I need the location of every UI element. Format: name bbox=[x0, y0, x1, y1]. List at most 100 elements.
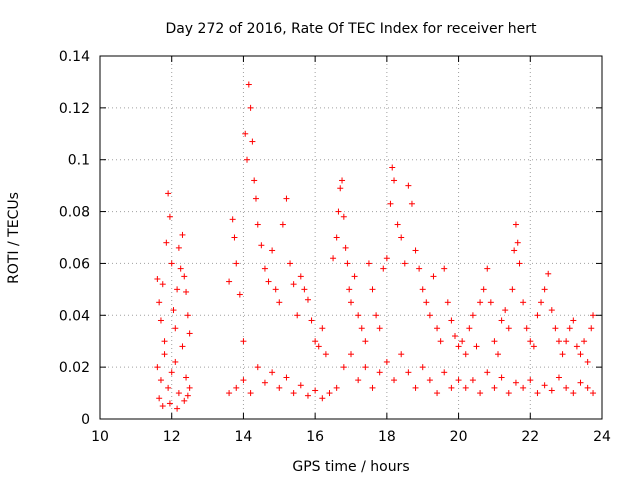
data-point bbox=[157, 377, 164, 384]
data-point bbox=[159, 403, 166, 410]
data-point bbox=[166, 213, 173, 220]
data-point bbox=[444, 299, 451, 306]
data-point bbox=[348, 351, 354, 358]
data-point bbox=[426, 377, 433, 384]
data-point bbox=[455, 343, 462, 350]
data-point bbox=[287, 260, 294, 267]
x-tick-label: 14 bbox=[235, 429, 253, 445]
data-point bbox=[541, 382, 548, 389]
data-point bbox=[570, 390, 577, 397]
data-point bbox=[242, 130, 249, 137]
x-tick-label: 22 bbox=[521, 429, 539, 445]
data-point bbox=[552, 325, 559, 332]
y-tick-label: 0 bbox=[81, 412, 90, 428]
data-point bbox=[240, 377, 247, 384]
data-point bbox=[351, 273, 358, 280]
x-tick-label: 20 bbox=[450, 429, 468, 445]
data-point bbox=[283, 374, 290, 381]
x-tick-label: 10 bbox=[91, 429, 109, 445]
data-point bbox=[505, 325, 512, 332]
data-point bbox=[548, 387, 555, 394]
data-point bbox=[448, 384, 455, 391]
data-point bbox=[247, 104, 254, 111]
data-point bbox=[172, 325, 179, 332]
data-point bbox=[304, 296, 311, 303]
x-axis-label: GPS time / hours bbox=[292, 459, 409, 475]
x-tick-labels: 10 12 14 16 18 20 22 24 bbox=[91, 429, 611, 445]
data-point bbox=[412, 384, 419, 391]
data-point bbox=[252, 195, 259, 202]
data-point bbox=[570, 317, 577, 324]
data-point bbox=[181, 273, 188, 280]
data-point bbox=[175, 244, 182, 251]
data-point bbox=[322, 351, 329, 358]
data-point bbox=[233, 260, 240, 267]
data-point bbox=[477, 299, 484, 306]
data-point bbox=[451, 333, 458, 340]
data-point bbox=[165, 384, 172, 391]
data-point bbox=[247, 390, 254, 397]
data-point bbox=[333, 234, 340, 241]
data-point bbox=[294, 312, 301, 319]
data-point bbox=[161, 351, 168, 358]
data-point bbox=[459, 338, 466, 345]
data-point bbox=[168, 260, 175, 267]
data-point bbox=[165, 190, 172, 197]
data-point bbox=[398, 351, 405, 358]
data-point bbox=[383, 255, 390, 262]
data-point bbox=[512, 221, 519, 228]
data-point bbox=[455, 377, 462, 384]
data-point bbox=[226, 278, 233, 285]
data-point bbox=[342, 244, 349, 251]
data-point bbox=[541, 286, 548, 293]
y-tick-labels: 0 0.02 0.04 0.06 0.08 0.1 0.12 0.14 bbox=[59, 49, 90, 428]
chart-title: Day 272 of 2016, Rate Of TEC Index for r… bbox=[165, 21, 537, 37]
data-point bbox=[346, 286, 353, 293]
data-point bbox=[177, 265, 184, 272]
data-point bbox=[233, 384, 240, 391]
data-point bbox=[319, 325, 326, 332]
data-point bbox=[261, 265, 268, 272]
data-point bbox=[154, 275, 161, 282]
data-point bbox=[555, 338, 562, 345]
y-axis-label: ROTI / TECUs bbox=[6, 192, 22, 284]
data-point bbox=[405, 369, 412, 376]
data-point bbox=[373, 312, 380, 319]
data-point bbox=[333, 384, 340, 391]
data-point bbox=[548, 307, 555, 314]
data-points bbox=[154, 81, 597, 412]
data-point bbox=[339, 177, 346, 184]
data-point bbox=[577, 379, 584, 386]
data-point bbox=[326, 390, 333, 397]
data-point bbox=[174, 286, 181, 293]
data-point bbox=[186, 330, 193, 337]
data-point bbox=[231, 234, 238, 241]
data-point bbox=[254, 221, 261, 228]
data-point bbox=[159, 281, 166, 288]
data-point bbox=[226, 390, 233, 397]
data-point bbox=[480, 286, 487, 293]
data-point bbox=[505, 390, 512, 397]
data-point bbox=[538, 299, 545, 306]
data-point bbox=[312, 387, 319, 394]
data-point bbox=[555, 374, 562, 381]
data-point bbox=[269, 247, 276, 254]
data-point bbox=[376, 325, 383, 332]
axis-ticks bbox=[99, 55, 603, 420]
data-point bbox=[448, 317, 455, 324]
data-point bbox=[184, 312, 191, 319]
data-point bbox=[419, 364, 426, 371]
y-tick-label: 0.06 bbox=[59, 256, 90, 272]
data-point bbox=[430, 273, 437, 280]
data-point bbox=[163, 239, 170, 246]
data-point bbox=[511, 247, 518, 254]
data-point bbox=[269, 369, 276, 376]
data-point bbox=[319, 395, 326, 402]
data-point bbox=[581, 338, 588, 345]
data-point bbox=[498, 317, 505, 324]
data-point bbox=[236, 291, 243, 298]
data-point bbox=[498, 374, 505, 381]
data-point bbox=[563, 338, 570, 345]
data-point bbox=[344, 260, 351, 267]
